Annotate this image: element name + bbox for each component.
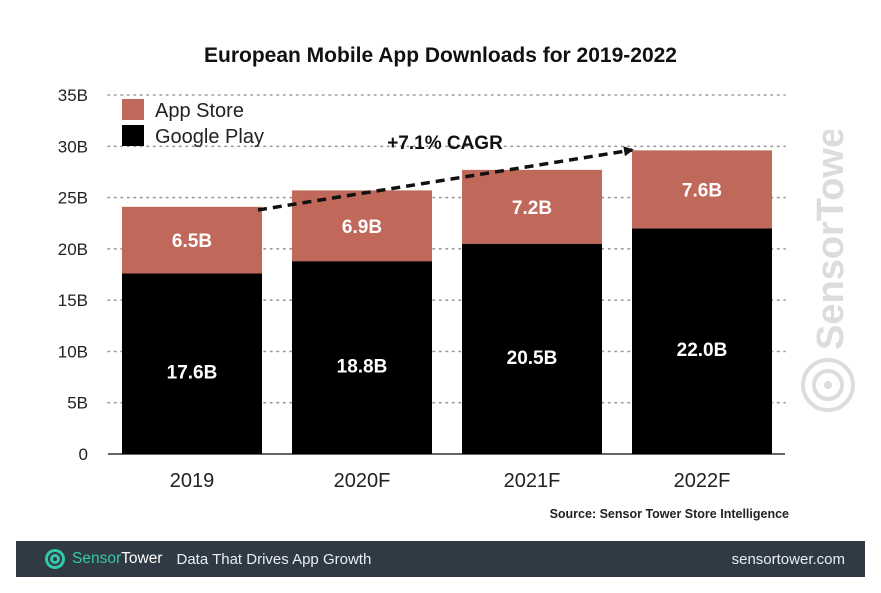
y-axis-ticks: 0 5B 10B 15B 20B 25B 30B 35B [58,86,88,464]
x-tick-label: 2022F [674,470,731,492]
watermark-logo-icon [801,358,855,412]
legend-label: Google Play [155,126,264,148]
bar-value-label: 6.9B [342,217,382,238]
cagr-annotation: +7.1% CAGR [257,133,634,212]
brand-sensor: Sensor [72,550,122,567]
y-tick-label: 10B [58,342,88,361]
x-tick-label: 2020F [334,470,391,492]
source-note: Source: Sensor Tower Store Intelligence [549,507,789,521]
legend-swatch [122,99,144,120]
bar-app-store [122,206,262,274]
bar-value-label: 6.5B [172,231,212,252]
bar-value-label: 18.8B [337,357,388,378]
footer-tagline: Data That Drives App Growth [176,550,372,568]
footer-bar: SensorTower Data That Drives App Growth … [16,541,865,577]
bar-value-label: 7.6B [682,180,722,201]
legend: App Store Google Play [122,99,264,148]
bar-app-store [292,190,432,262]
footer-brand: SensorTower [72,550,162,568]
y-tick-label: 0 [79,445,88,464]
chart-plot: 0 5B 10B 15B 20B 25B 30B 35B 17.6B 6.5B 18.8B 6.9B… [58,86,786,492]
watermark-text: SensorTower [810,130,852,350]
bar-app-store [632,150,772,229]
x-tick-label: 2019 [170,470,215,492]
y-tick-label: 30B [58,137,88,156]
x-axis-ticks: 2019 2020F 2021F 2022F [170,470,731,492]
bar-value-label: 17.6B [167,363,218,384]
cagr-arrow [257,146,634,212]
sensortower-watermark: SensorTower [801,130,855,412]
y-tick-label: 35B [58,86,88,105]
bar-value-label: 7.2B [512,198,552,219]
bar-google-play [632,228,772,454]
y-tick-label: 5B [67,394,88,413]
bar-google-play [292,261,432,454]
bar-app-store [462,169,602,244]
y-tick-label: 20B [58,240,88,259]
cagr-label: +7.1% CAGR [387,133,503,154]
brand-tower: Tower [121,550,163,567]
chart-title: European Mobile App Downloads for 2019-2… [204,44,677,67]
footer-logo[interactable]: SensorTower [44,548,162,570]
legend-label: App Store [155,100,244,122]
y-tick-label: 25B [58,189,88,208]
bar-value-label: 20.5B [507,348,558,369]
x-tick-label: 2021F [504,470,561,492]
legend-swatch [122,125,144,146]
y-tick-label: 15B [58,291,88,310]
footer-url-link[interactable]: sensortower.com [731,550,845,568]
sensortower-logo-icon [45,549,65,569]
bar-google-play [122,273,262,454]
bar-google-play [462,243,602,454]
bar-value-label: 22.0B [677,340,728,361]
bars: 17.6B 6.5B 18.8B 6.9B 20.5B 7.2B 22.0B 7.6B [122,150,772,454]
